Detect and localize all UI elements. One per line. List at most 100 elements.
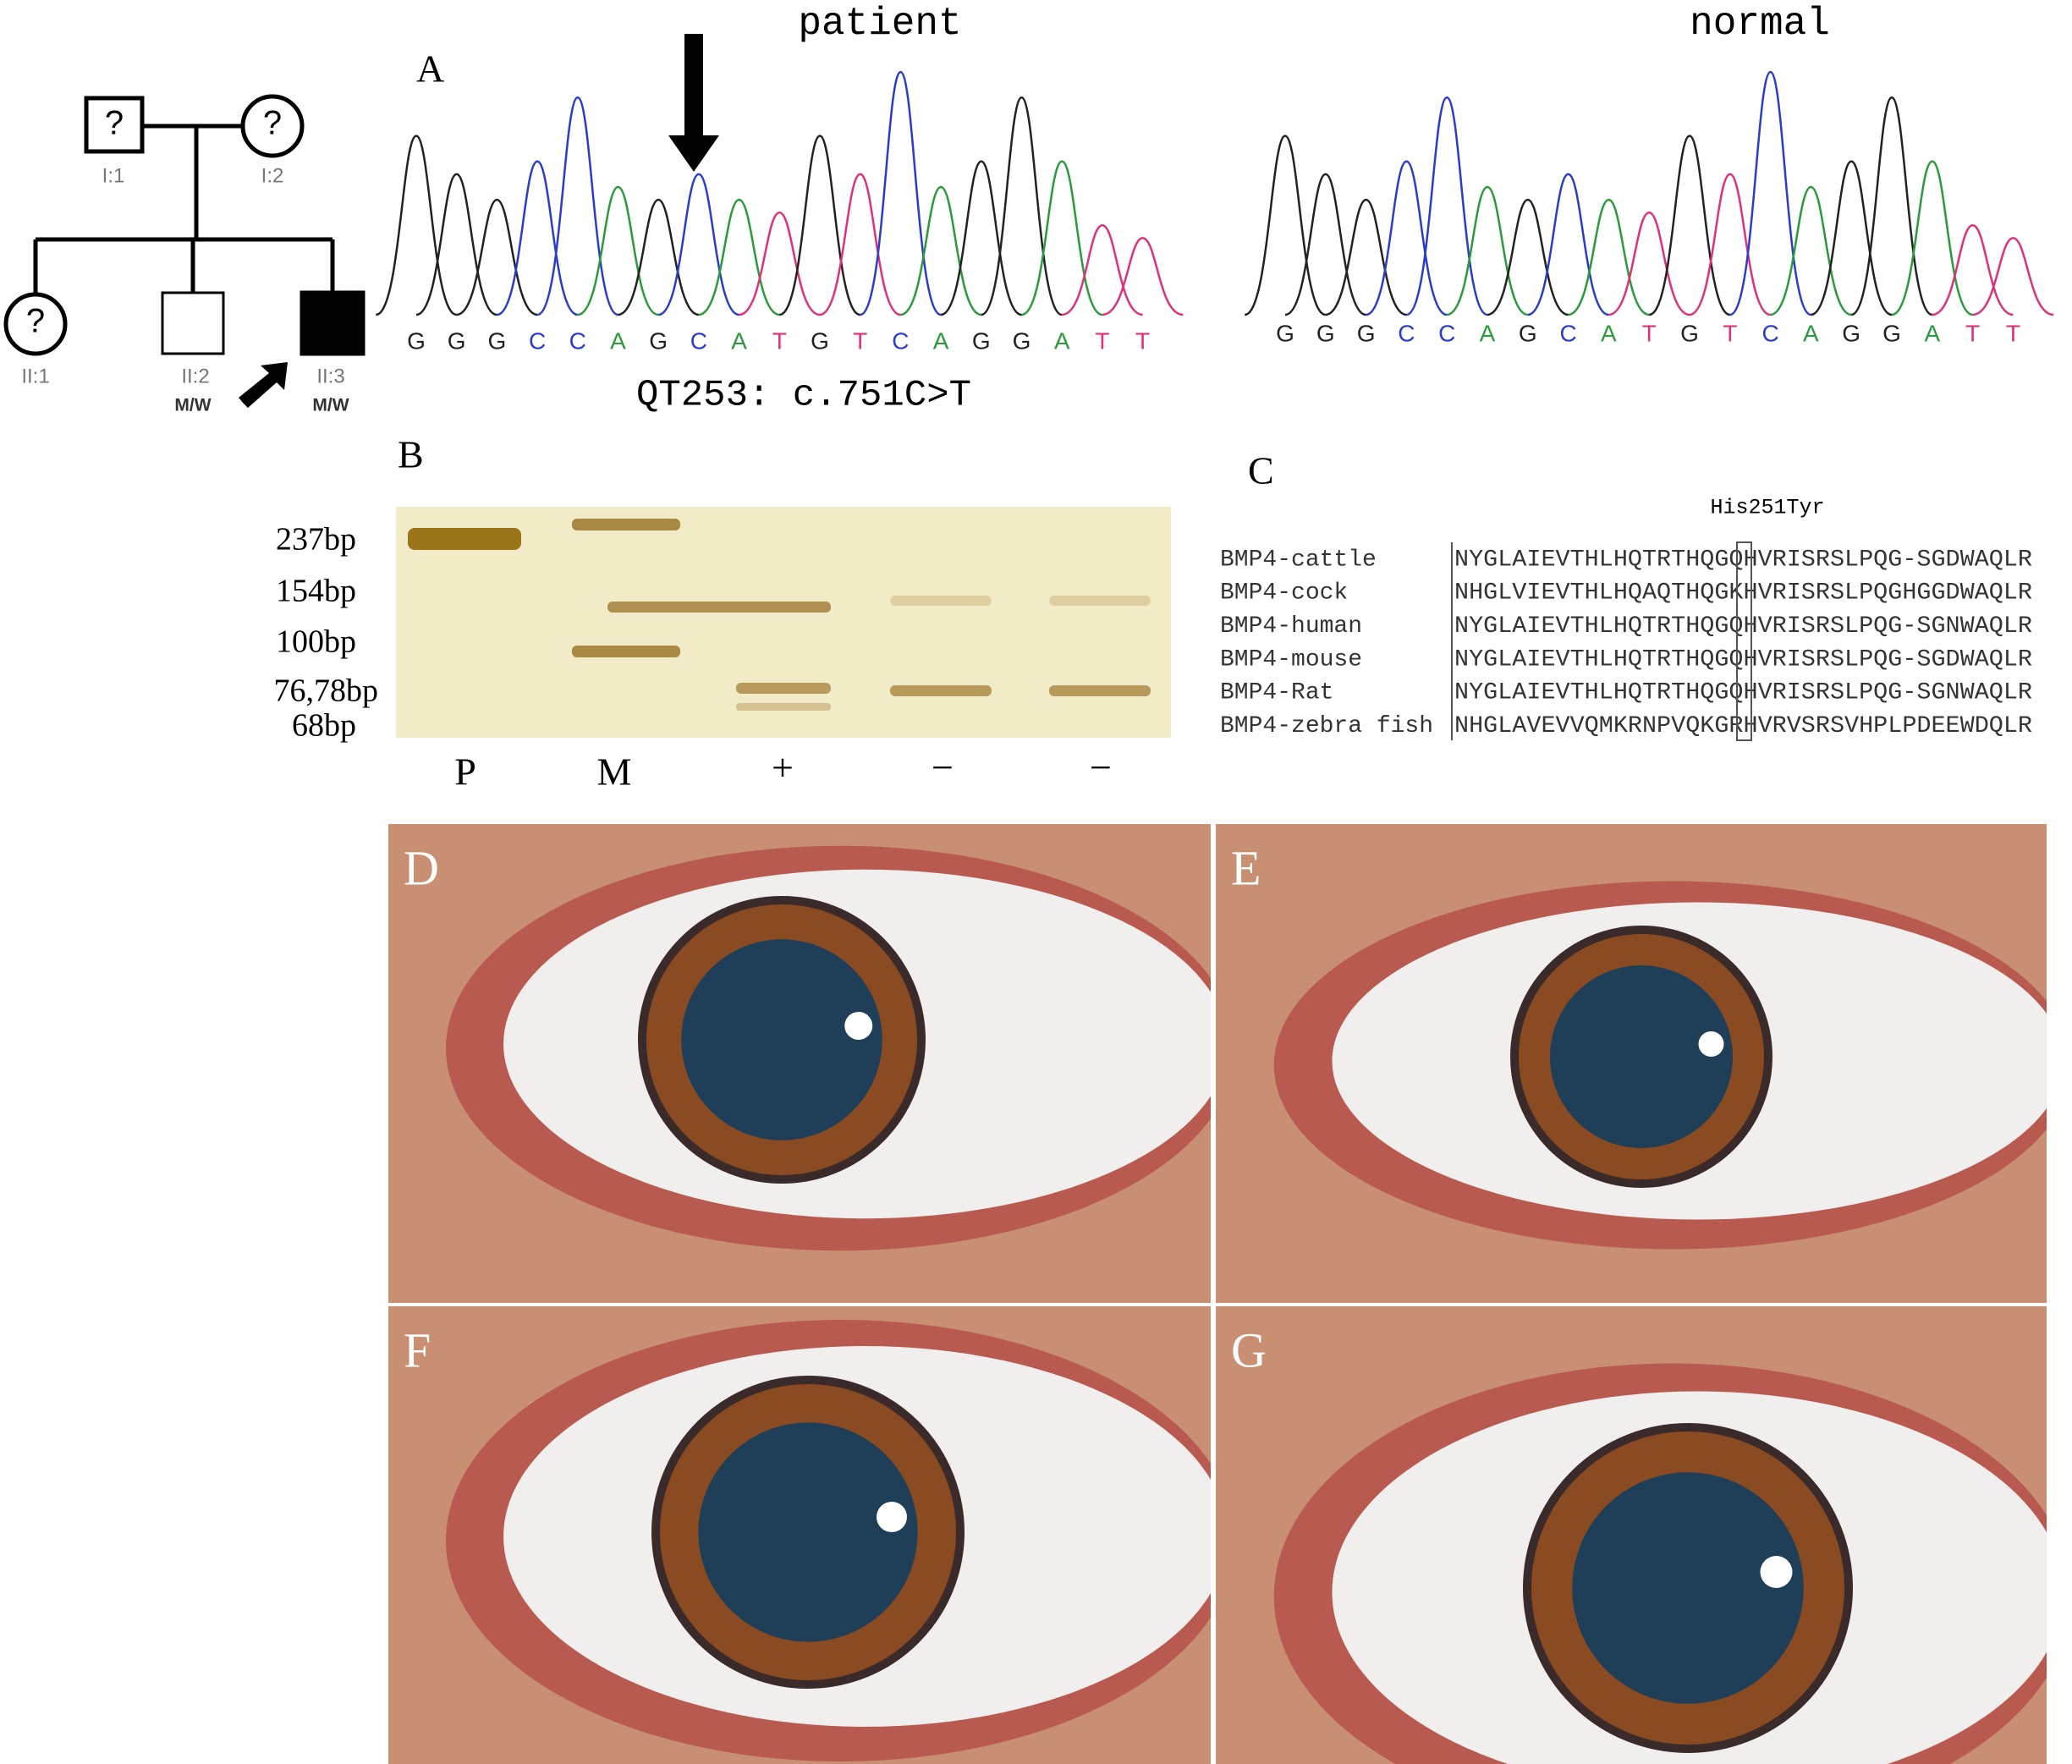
individual-id: I:2 [261,164,284,187]
trace-peak [1061,224,1143,316]
trace-peak [1527,173,1609,316]
trace-peak [1811,160,1893,316]
individual-id: II:1 [21,365,49,387]
gel-bands [408,519,1151,711]
base-call: G [448,327,466,354]
eye-photo: E [1216,824,2047,1303]
base-call: C [1761,320,1778,346]
eye-photo: D [388,824,1211,1303]
annotation: His251Tyr [1710,496,1824,520]
base-call: A [1480,320,1496,346]
individual-id: II:2 [181,365,209,387]
trace-peak [577,185,659,316]
lane-label: + [772,746,794,789]
trace-peak [981,96,1063,316]
trace-peak [1366,160,1448,316]
lane-label: − [1090,746,1112,789]
base-call: G [1013,327,1031,354]
base-call: T [772,327,787,354]
base-call: G [649,327,668,354]
trace-peak [1608,211,1690,316]
trace-peak [1568,198,1650,316]
base-call: A [731,327,747,354]
base-call: G [1316,320,1335,346]
individual-id: I:1 [102,164,125,187]
mutation-label: QT253: c.751C>T [636,375,971,417]
trace-peak [900,185,982,316]
photo-content [1216,1306,2047,1764]
species: BMP4-zebra fish [1220,713,1433,739]
trace-peak [536,96,618,316]
panel-letter: D [404,840,439,895]
species: BMP4-human [1220,613,1362,640]
base-call: A [1601,320,1617,346]
panel-letter: A [416,47,444,91]
base-call: G [1519,320,1537,346]
panel-letter: B [398,433,424,476]
gel [396,507,1171,738]
panel-title: patient [798,2,961,46]
base-call: T [1642,320,1657,346]
photo-content [1216,824,2047,1303]
size-label: 68bp [292,708,356,744]
base-call: A [1054,327,1070,354]
base-call: T [2006,320,2020,346]
symbol: ? [263,105,282,142]
species: BMP4-mouse [1220,646,1362,673]
base-call: C [1559,320,1576,346]
panel-letter: G [1231,1322,1267,1377]
base-call: G [811,327,829,354]
base-call: G [972,327,991,354]
trace-peak [1891,160,1973,316]
base-call: T [853,327,867,354]
trace-peak [1648,135,1731,316]
trace-peak [375,135,458,316]
trace-peak [1850,96,1933,316]
eye-photo: F [388,1306,1211,1764]
base-call: T [1095,327,1109,354]
trace-peak [739,211,821,316]
base-call: G [1842,320,1860,346]
individual-id: II:3 [316,365,344,387]
trace-peak [1487,198,1569,316]
genotype: M/W [312,396,349,415]
species: BMP4-Rat [1220,680,1333,706]
base-call: C [1398,320,1415,346]
base-call: G [488,327,507,354]
base-call: T [1965,320,1980,346]
trace-peak [1284,173,1366,316]
trace-peak [1770,185,1852,316]
symbol: ? [26,303,45,340]
size-label: 154bp [276,574,356,609]
pupil [681,939,882,1140]
base-call: A [1803,320,1819,346]
base-call: A [933,327,949,354]
trace-peak [1446,185,1529,316]
base-call: T [1723,320,1737,346]
trace-peak [1972,237,2054,316]
pedigree [3,94,365,408]
panel-letter: E [1231,840,1261,895]
sequence: NYGLAIEVTHLHQTRTHQGQHVRISRSLPQG-SGNWAQLR [1454,613,2032,640]
size-label: 100bp [276,624,356,660]
lane-label: − [932,746,954,789]
base-call: G [1680,320,1699,346]
lane-label: P [454,750,476,794]
sequence: NHGLAVEVVQMKRNPVQKGRHVRVSRSVHPLPDEEWDQLR [1454,713,2032,739]
trace-peak [778,135,861,316]
species: BMP4-cock [1220,580,1348,607]
trace-peak [1689,173,1771,316]
sequence: NYGLAIEVTHLHQTRTHQGQHVRISRSLPQG-SGNWAQLR [1454,680,2032,706]
genotype: M/W [174,396,211,415]
base-call: C [529,327,546,354]
pupil [698,1422,918,1642]
photo-content [388,824,1211,1303]
base-call: C [892,327,909,354]
base-call: G [407,327,426,354]
base-call: C [690,327,707,354]
symbol: ? [105,105,124,142]
species: BMP4-cattle [1220,547,1377,573]
trace-peak [1405,96,1488,316]
trace-peak [819,173,901,316]
